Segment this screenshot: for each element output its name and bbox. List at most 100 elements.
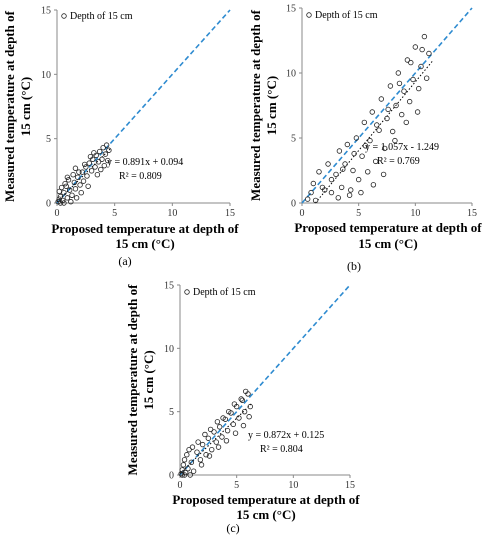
panel-2-data-point <box>387 83 394 89</box>
panel-2-data-point <box>304 196 311 202</box>
panel-1-data-point <box>94 171 101 178</box>
panel-2-data-point <box>358 189 364 196</box>
panel-1-data-point <box>100 144 106 151</box>
panel-2-data-point <box>403 119 409 126</box>
panel-1-data-point <box>61 190 67 196</box>
panel-1-reference-line <box>56 9 231 204</box>
panel-2-data-point <box>384 115 390 122</box>
panel-1-x-axis-title: 15 cm (°C) <box>115 236 174 251</box>
panel-3-x-tick-label: 15 <box>345 480 355 491</box>
panel-1-data-point <box>106 147 112 153</box>
panel-3-data-point <box>240 422 247 429</box>
panel-1-x-tick-label: 0 <box>55 208 60 219</box>
panel-1-y-tick-label: 5 <box>46 134 51 145</box>
panel-3-data-point <box>202 431 208 438</box>
panel-2-r-squared: R² = 0.769 <box>377 156 420 167</box>
panel-1-x-tick-label: 10 <box>167 208 177 219</box>
panel-2-y-tick-label: 0 <box>291 199 296 210</box>
panel-1-data-point <box>70 171 76 178</box>
panel-3-data-point <box>205 435 212 441</box>
panel-3-data-point <box>216 424 223 430</box>
panel-1-data-point <box>87 153 94 160</box>
panel-1-data-point <box>98 166 104 173</box>
panel-2-y-tick-label: 10 <box>286 69 296 80</box>
panel-3-data-point <box>224 427 231 434</box>
panel-2-data-point <box>344 141 351 148</box>
panel-1-data-point <box>73 195 80 201</box>
panel-2-data-point <box>335 195 341 201</box>
panel-1-data-point <box>103 142 110 148</box>
panel-2-reference-line <box>301 7 473 204</box>
panel-3-panel-label: (c) <box>226 521 239 535</box>
panel-3-x-tick-label: 5 <box>234 480 239 491</box>
panel-3-data-point <box>181 472 188 478</box>
panel-3-data-point <box>195 439 201 445</box>
panel-3-data-point <box>247 403 253 410</box>
panel-2-data-point <box>351 150 357 157</box>
panel-2-trendline <box>315 60 433 204</box>
panel-2-data-point <box>333 171 339 178</box>
panel-3-trendline <box>179 403 252 474</box>
panel-3-data-point <box>179 467 185 473</box>
panel-3-data-point <box>213 439 219 445</box>
panel-2-legend-label: Depth of 15 cm <box>315 10 378 21</box>
panel-2-data-point <box>308 189 314 196</box>
panel-3-data-point <box>238 396 244 402</box>
panel-1-data-point <box>77 182 83 188</box>
panel-3-data-point <box>243 388 249 395</box>
panel-3-data-point <box>188 459 195 466</box>
panel-2-data-point <box>396 80 403 87</box>
panel-2-x-tick-label: 0 <box>300 208 305 219</box>
panel-2-data-point <box>401 88 407 94</box>
panel-3-data-point <box>214 419 221 425</box>
panel-2-y-tick-label: 15 <box>286 4 296 15</box>
panel-3-y-tick-label: 0 <box>169 471 174 482</box>
panel-2-data-point <box>378 96 385 102</box>
panel-1-data-point <box>65 177 72 183</box>
panel-3-data-point <box>231 401 238 407</box>
panel-3-y-axis-title: 15 cm (°C) <box>141 350 156 409</box>
panel-2-x-axis-title: Proposed temperature at depth of <box>294 220 482 235</box>
panel-3-data-point <box>230 421 236 428</box>
panel-1-x-tick-label: 5 <box>112 208 117 219</box>
panel-2-y-axis-title: 15 cm (°C) <box>264 76 279 135</box>
panel-3-legend-label: Depth of 15 cm <box>193 287 256 298</box>
panel-2-data-point <box>418 63 424 70</box>
panel-2-y-tick-label: 5 <box>291 134 296 145</box>
panel-2-data-point <box>423 75 430 81</box>
panel-1-data-point <box>68 199 74 205</box>
panel-3-x-axis-title: Proposed temperature at depth of <box>172 492 360 507</box>
panel-3-data-point <box>207 426 214 433</box>
panel-1-data-point <box>61 200 67 206</box>
panel-3-data-point <box>236 415 242 421</box>
panel-3-data-point <box>223 438 230 444</box>
panel-1-data-point <box>64 195 71 201</box>
panel-1-y-tick-label: 15 <box>41 6 51 17</box>
panel-1-data-point <box>81 161 88 168</box>
panel-1-y-axis-title: Measured temperature at depth of <box>2 10 17 202</box>
panel-2-data-point <box>316 169 322 175</box>
panel-1-y-tick-label: 0 <box>46 199 51 210</box>
panel-1-data-point <box>57 193 64 200</box>
panel-2-data-point <box>310 180 317 187</box>
panel-2-data-point <box>346 192 353 198</box>
panel-1-data-point <box>71 179 77 186</box>
panel-1-legend-label: Depth of 15 cm <box>70 11 133 22</box>
panel-2-data-point <box>372 158 379 165</box>
panel-2-data-point <box>342 161 348 167</box>
panel-2-data-point <box>385 106 391 113</box>
panel-2-data-point <box>404 57 411 63</box>
panel-2-panel-label: (b) <box>347 259 361 273</box>
panel-3-data-point <box>209 446 215 453</box>
panel-2-data-point <box>355 176 362 183</box>
panel-2-x-tick-label: 5 <box>356 208 361 219</box>
panel-2-data-point <box>361 119 368 126</box>
panel-2-data-point <box>392 137 398 144</box>
panel-1-equation: y = 0.891x + 0.094 <box>107 157 183 168</box>
panel-2-data-point <box>370 182 377 188</box>
panel-1-data-point <box>64 174 71 180</box>
panel-2-data-point <box>395 70 402 76</box>
panel-2-data-point <box>369 109 375 115</box>
panel-3-data-point <box>241 408 248 415</box>
